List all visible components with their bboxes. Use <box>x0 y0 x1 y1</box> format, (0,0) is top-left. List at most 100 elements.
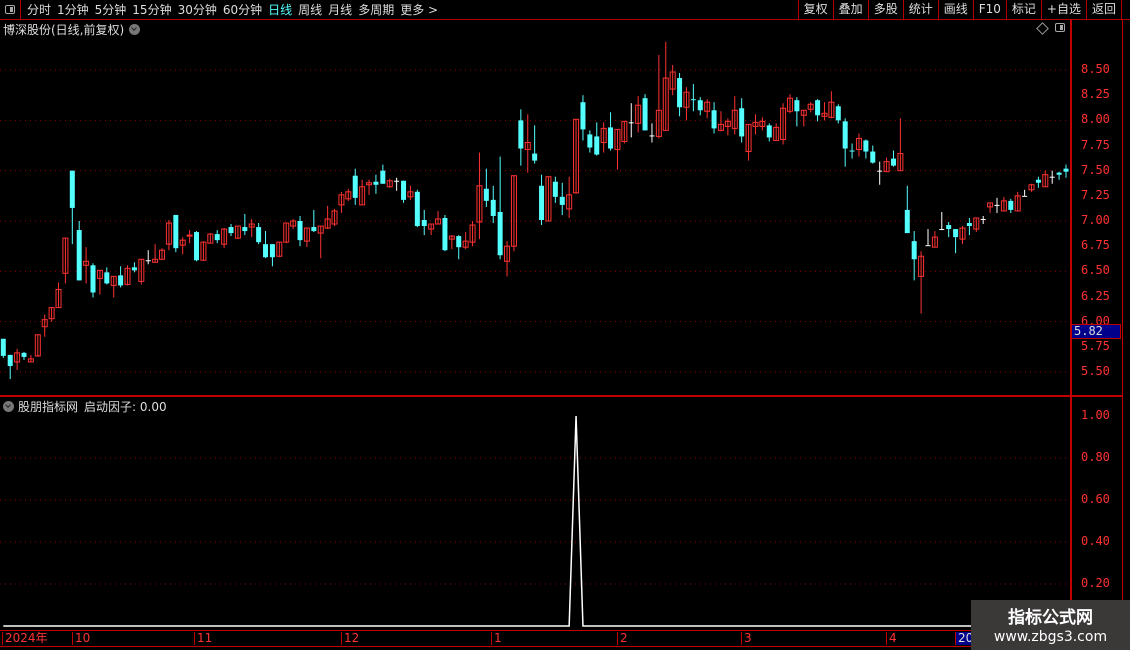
date-label: 1 <box>491 632 502 645</box>
candle-body-down <box>697 100 703 111</box>
candle-body-up <box>386 180 393 188</box>
candle-body-up <box>773 126 780 141</box>
candle-body-down <box>401 180 407 200</box>
candle-body-up <box>324 218 331 229</box>
candle-body-down <box>104 272 110 284</box>
tab-period-8[interactable]: 月线 <box>328 3 353 17</box>
candle-body-down <box>580 102 586 130</box>
toolbar-button-7[interactable]: +自选 <box>1040 0 1086 19</box>
candle-body-up <box>290 220 297 227</box>
candle-body-down <box>539 185 545 220</box>
candle-body-up <box>41 319 48 328</box>
candle-body-up <box>655 109 662 137</box>
candle-body-down <box>953 229 959 238</box>
candle-body-up <box>110 275 117 286</box>
candle-body-down <box>131 267 137 271</box>
candle-body-down <box>518 120 524 149</box>
chevron-down-icon[interactable] <box>3 401 14 412</box>
candle-body-down <box>214 234 220 241</box>
candle-body-up <box>987 202 994 208</box>
candle-body-up <box>317 225 324 234</box>
indicator-tick-label: 0.40 <box>1081 534 1110 548</box>
date-label: 20 <box>955 632 974 645</box>
candle-body-down <box>815 100 821 116</box>
tab-period-9[interactable]: 多周期 <box>358 3 395 17</box>
toolbar-button-5[interactable]: F10 <box>972 0 1006 19</box>
tab-period-3[interactable]: 15分钟 <box>132 3 172 17</box>
tab-period-4[interactable]: 30分钟 <box>177 3 217 17</box>
candle-body-down <box>1063 168 1069 172</box>
sidebar-toggle-button[interactable] <box>0 0 21 19</box>
tab-period-7[interactable]: 周线 <box>298 3 323 17</box>
stock-title[interactable]: 博深股份(日线,前复权) <box>3 21 141 38</box>
tab-period-10[interactable]: 更多 > <box>400 3 439 17</box>
price-tick-label: 6.75 <box>1081 238 1110 253</box>
toolbar-button-4[interactable]: 画线 <box>937 0 973 19</box>
price-tick-label: 8.00 <box>1081 112 1110 127</box>
candle-body-up <box>786 97 793 112</box>
candle-body-down <box>835 106 841 121</box>
toolbar-button-6[interactable]: 标记 <box>1005 0 1041 19</box>
candle-body-down <box>442 217 448 251</box>
candle-body-up <box>221 228 228 245</box>
candle-body-down <box>256 227 262 243</box>
candle-body-down <box>946 225 952 230</box>
candle-body-up <box>186 234 193 237</box>
tab-period-0[interactable]: 分时 <box>27 3 52 17</box>
candlestick-chart[interactable] <box>0 0 1071 630</box>
candle-body-down <box>118 275 124 286</box>
candle-body-down <box>966 223 972 227</box>
candle-body-up <box>662 77 669 131</box>
candle-body-down <box>587 134 593 148</box>
indicator-tick-label: 0.20 <box>1081 576 1110 590</box>
candle-body-down <box>497 211 503 256</box>
candle-body-up <box>545 176 552 222</box>
panel-toggle-button[interactable] <box>1055 23 1065 32</box>
candle-body-up <box>435 218 442 225</box>
candle-body-down <box>1056 172 1062 175</box>
candle-body-up <box>27 358 34 363</box>
candle-body-down <box>642 98 648 131</box>
candle-body-down <box>863 140 869 152</box>
toolbar-button-3[interactable]: 统计 <box>902 0 938 19</box>
chevron-down-icon[interactable] <box>129 24 141 35</box>
tab-period-1[interactable]: 1分钟 <box>57 3 89 17</box>
candle-body-down <box>7 354 13 366</box>
indicator-tick-label: 0.60 <box>1081 492 1110 506</box>
candle-body-down <box>297 221 303 241</box>
candle-body-up <box>83 260 90 266</box>
candle-body-up <box>621 120 628 142</box>
toolbar-button-8[interactable]: 返回 <box>1085 0 1122 19</box>
price-tick-label: 7.25 <box>1081 187 1110 202</box>
candle-body-up <box>731 109 738 129</box>
toolbar-button-2[interactable]: 多股 <box>867 0 903 19</box>
tab-period-5[interactable]: 60分钟 <box>222 3 263 17</box>
candle-body-up <box>62 237 69 274</box>
price-tick-label: 8.25 <box>1081 87 1110 102</box>
candle-body-down <box>890 158 896 166</box>
tab-period-2[interactable]: 5分钟 <box>94 3 127 17</box>
candle-body-up <box>14 352 21 363</box>
candle-body-up <box>469 224 476 243</box>
candle-body-down <box>269 244 275 258</box>
candle-body-up <box>510 175 517 247</box>
indicator-title: 股朋指标网 启动因子: 0.00 <box>3 398 167 415</box>
candle-body-down <box>711 110 717 129</box>
candle-body-down <box>1035 179 1041 183</box>
candle-body-down <box>380 170 386 184</box>
candle-body-down <box>594 136 600 155</box>
candle-body-up <box>200 241 207 261</box>
candle-body-up <box>248 223 255 228</box>
date-label: 12 <box>341 632 359 645</box>
candle-body-up <box>159 249 166 260</box>
candle-body-doji <box>649 135 655 137</box>
candle-body-down <box>263 244 269 258</box>
candle-body-down <box>311 227 317 232</box>
current-price-tag: 5.82 <box>1071 324 1121 339</box>
toolbar-button-0[interactable]: 复权 <box>797 0 833 19</box>
panel-divider[interactable] <box>0 395 1122 397</box>
toolbar-button-1[interactable]: 叠加 <box>832 0 868 19</box>
candle-body-down <box>414 191 420 227</box>
tab-period-6[interactable]: 日线 <box>268 3 293 17</box>
candle-body-up <box>821 112 828 117</box>
